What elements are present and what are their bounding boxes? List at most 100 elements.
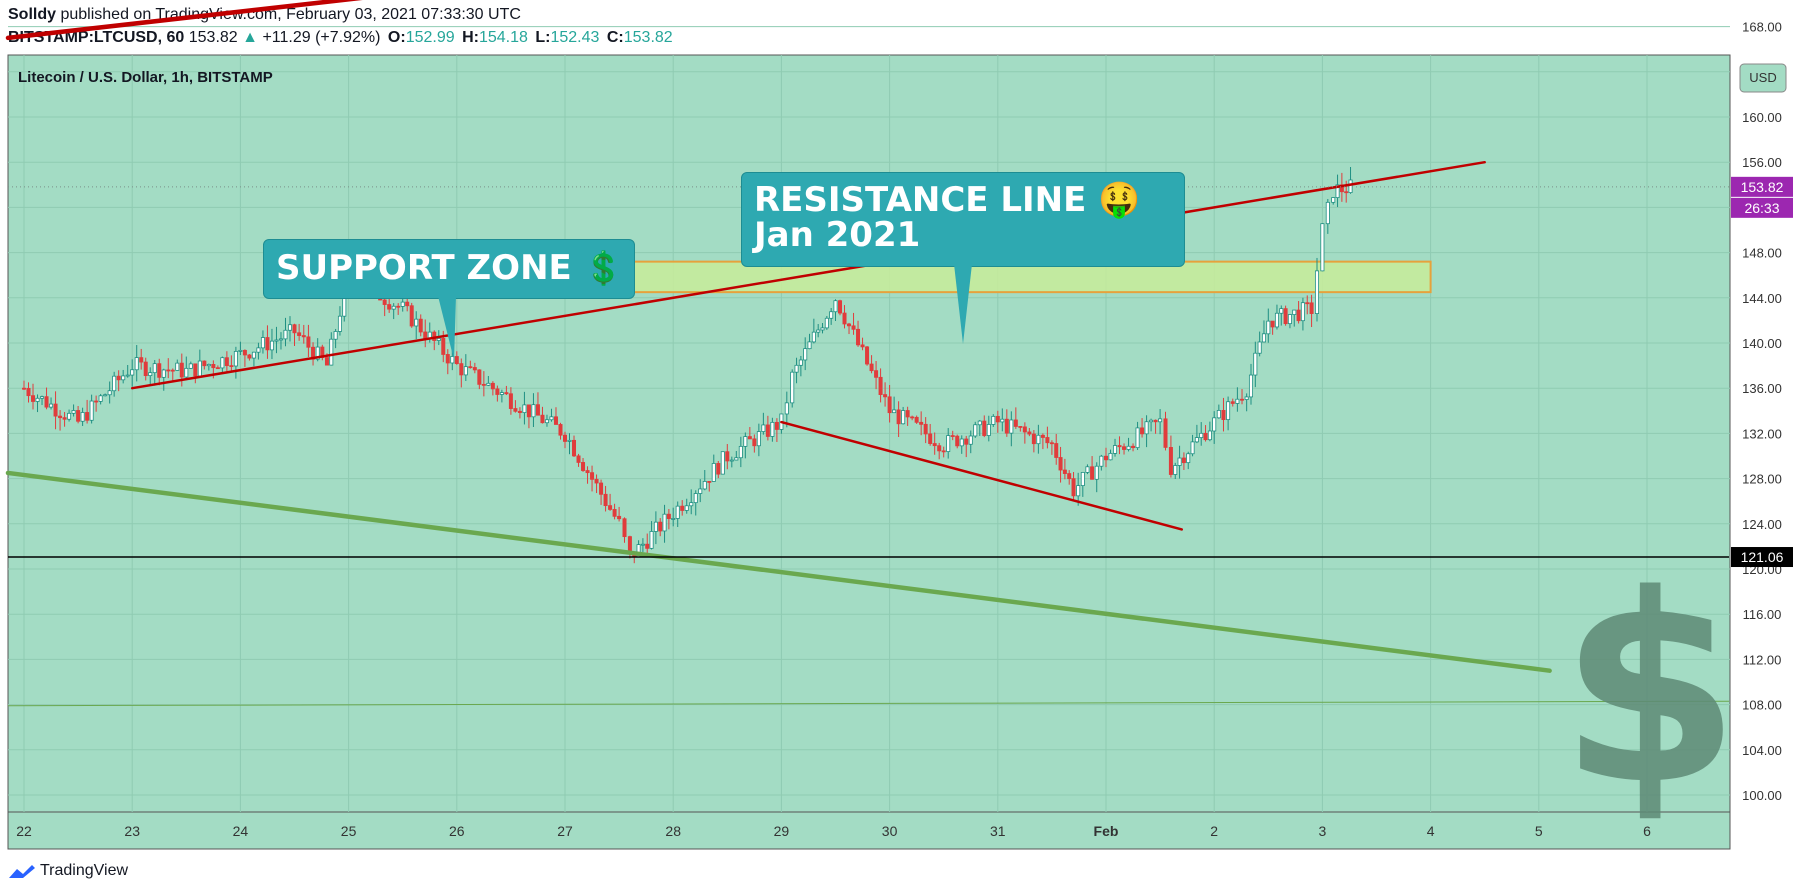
candle-body [1080,472,1085,487]
candle-body [671,518,676,520]
candle-body [770,421,775,437]
candle-body [157,363,162,378]
support-zone-text: SUPPORT ZONE [276,248,572,288]
candle-body [459,363,464,376]
candle-body [1226,401,1231,421]
candle-body [923,423,928,435]
candle-body [1331,197,1336,203]
candle-body [337,315,342,332]
candle-body [94,400,99,403]
candle-body [1230,401,1235,404]
time-tick-label: 5 [1535,823,1543,839]
candle-body [1287,314,1292,325]
candle-body [765,424,770,437]
candle-body [269,340,274,351]
candle-body [242,349,247,356]
candle-body [1117,445,1122,448]
currency-button[interactable]: USD [1739,63,1787,93]
candle-body [247,354,252,359]
candle-body [1320,223,1325,272]
candle-body [450,356,455,364]
candle-body [1257,341,1262,354]
candle-body [725,451,730,462]
candle-body [21,387,26,390]
candle-body [790,371,795,404]
candle-body [702,481,707,490]
resistance-line-callout[interactable]: RESISTANCE LINE 🤑 Jan 2021 [741,172,1185,267]
candle-body [274,339,279,342]
candle-body [1199,432,1204,438]
candle-body [977,420,982,426]
price-tick-label: 128.00 [1742,472,1782,487]
candle-body [202,360,207,367]
candle-body [914,416,919,423]
candle-body [517,410,522,413]
time-tick-label: 27 [557,823,573,839]
candle-body [260,337,265,349]
candle-body [729,459,734,462]
close-value: 153.82 [623,29,673,46]
candle-body [640,543,645,546]
candle-body [31,395,36,402]
price-axis[interactable]: 100.00104.00108.00112.00116.00120.00124.… [1742,0,1782,803]
candle-body [811,331,816,343]
candle-body [40,396,45,399]
candle-body [211,363,216,369]
candle-body [1135,427,1140,449]
candle-body [1173,465,1178,475]
candle-body [409,305,414,327]
price-tick-label: 124.00 [1742,517,1782,532]
price-tick-label: 100.00 [1742,788,1782,803]
candle-body [329,338,334,366]
candle-body [166,369,171,372]
candle-body [1348,179,1353,194]
candle-body [567,439,572,442]
candle-body [675,505,680,519]
author-name[interactable]: Solldy [8,6,57,23]
candle-body [662,513,667,532]
candle-body [738,445,743,459]
candle-body [892,409,897,414]
candle-body [803,348,808,361]
candle-body [333,331,338,340]
candle-body [224,357,229,367]
candle-body [1131,445,1136,449]
candle-body [720,451,725,475]
footer-branding[interactable]: TradingView [8,862,128,880]
candle-body [608,505,613,510]
time-tick-label: 26 [449,823,465,839]
time-axis[interactable]: 22 23 24 25 26 27 28 29 30 31 Feb 2 3 4 5 6 [16,823,1651,839]
open-label: O: [387,29,406,46]
candle-body [1126,445,1131,450]
candle-body [549,416,554,421]
candle-body [829,311,834,319]
time-tick-label: 28 [665,823,681,839]
price-tick-label: 160.00 [1742,110,1782,125]
dollar-sign-watermark: $ [1560,540,1741,842]
candle-body [774,421,779,430]
ohlc-line: BITSTAMP:LTCUSD, 60 153.82 ▲ +11.29 (+7.… [8,29,673,47]
time-tick-label: 30 [882,823,898,839]
candle-body [946,435,951,452]
candle-body [405,301,410,307]
candle-body [1122,446,1127,450]
support-zone-callout[interactable]: SUPPORT ZONE 💲 [263,239,635,299]
candle-body [860,344,865,348]
candle-body [856,328,861,346]
candle-body [1344,191,1349,194]
candle-body [1158,418,1163,423]
time-tick-label: 3 [1319,823,1327,839]
up-arrow-icon: ▲ [242,29,258,46]
candle-body [1076,485,1081,497]
candle-body [734,457,739,461]
time-tick-label: 2 [1210,823,1218,839]
candle-body [49,403,54,408]
candle-body [1045,437,1050,444]
candle-body [278,338,283,341]
candle-body [116,375,121,381]
candle-body [1190,441,1195,455]
close-label: C: [606,29,624,46]
price-tick-label: 136.00 [1742,381,1782,396]
resistance-date-text: Jan 2021 [754,215,921,255]
